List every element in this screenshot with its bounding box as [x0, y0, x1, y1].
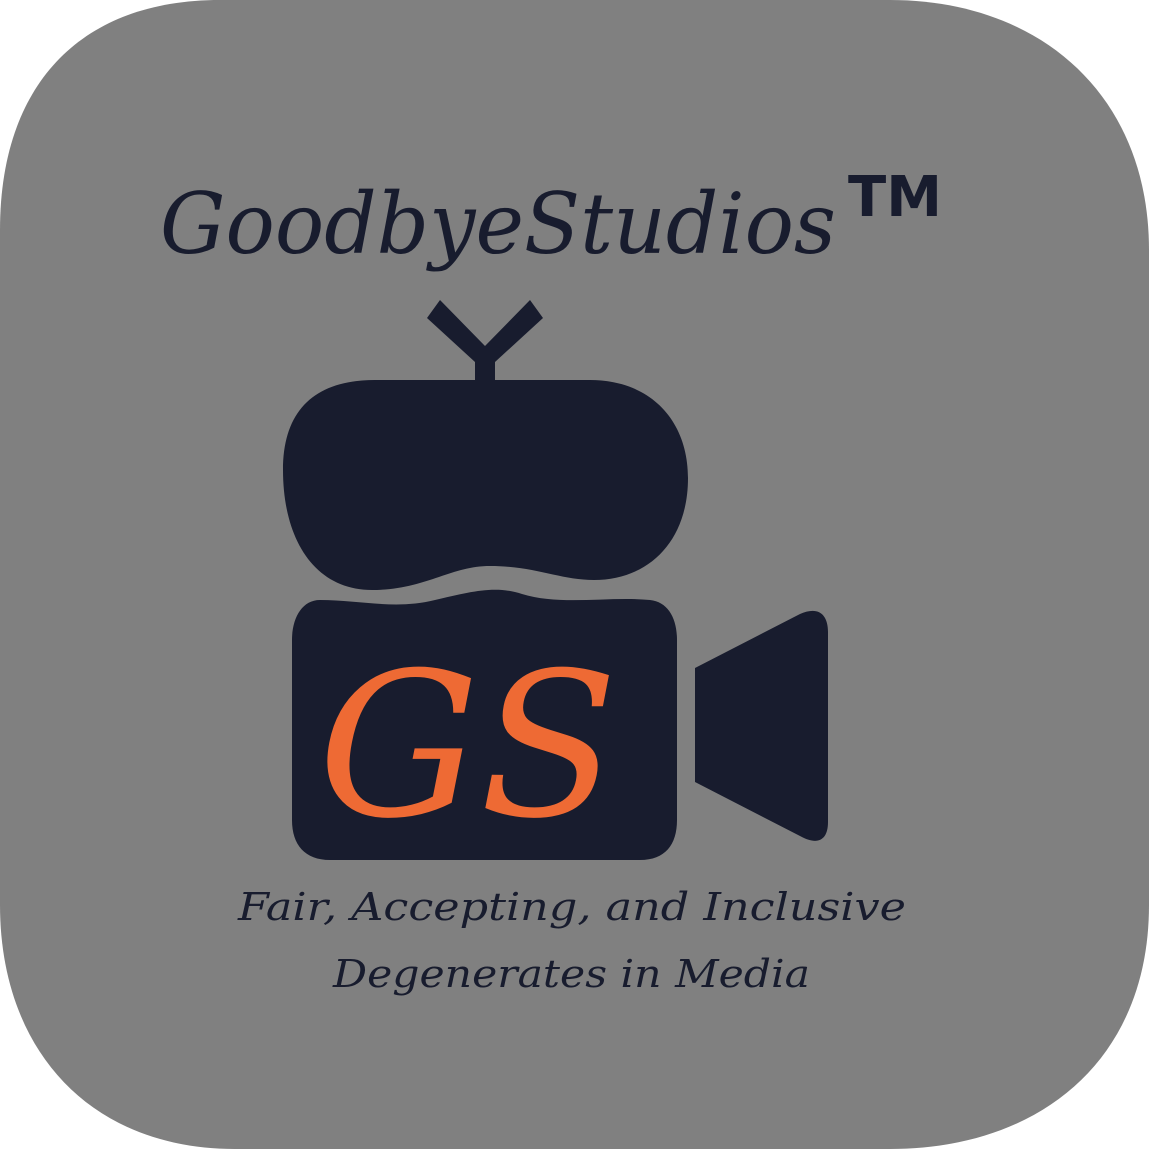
- trademark-symbol: TM: [848, 165, 942, 230]
- tagline-line-2: Degenerates in Media: [332, 952, 810, 996]
- brand-monogram: GS: [318, 630, 618, 863]
- camera-lens: [695, 610, 828, 841]
- tagline-line-1: Fair, Accepting, and Inclusive: [237, 885, 906, 929]
- brand-name: GoodbyeStudios: [160, 175, 836, 273]
- retro-tv-video-camera-icon: [283, 300, 828, 860]
- camera-top-reel: [283, 380, 688, 590]
- camera-body: [292, 589, 677, 860]
- antenna-icon: [427, 300, 543, 384]
